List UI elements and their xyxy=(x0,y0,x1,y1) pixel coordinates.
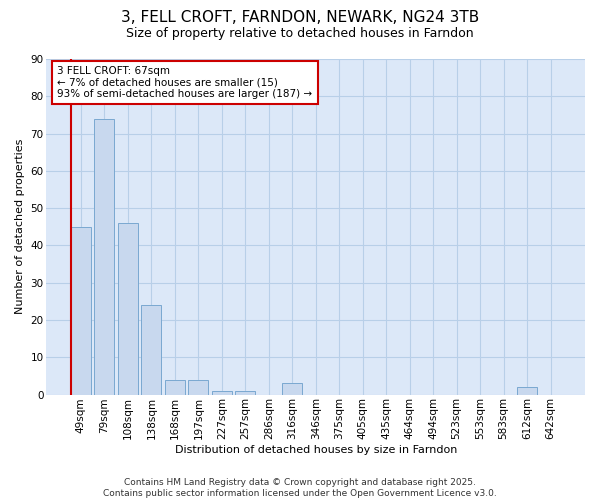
Bar xyxy=(71,227,91,394)
Bar xyxy=(94,118,115,394)
Text: 3 FELL CROFT: 67sqm
← 7% of detached houses are smaller (15)
93% of semi-detache: 3 FELL CROFT: 67sqm ← 7% of detached hou… xyxy=(57,66,313,99)
X-axis label: Distribution of detached houses by size in Farndon: Distribution of detached houses by size … xyxy=(175,445,457,455)
Bar xyxy=(118,223,138,394)
Bar xyxy=(188,380,208,394)
Y-axis label: Number of detached properties: Number of detached properties xyxy=(15,139,25,314)
Text: Size of property relative to detached houses in Farndon: Size of property relative to detached ho… xyxy=(126,28,474,40)
Bar xyxy=(517,387,537,394)
Bar xyxy=(165,380,185,394)
Bar xyxy=(142,305,161,394)
Bar xyxy=(212,391,232,394)
Bar xyxy=(235,391,255,394)
Bar xyxy=(282,384,302,394)
Text: 3, FELL CROFT, FARNDON, NEWARK, NG24 3TB: 3, FELL CROFT, FARNDON, NEWARK, NG24 3TB xyxy=(121,10,479,25)
Text: Contains HM Land Registry data © Crown copyright and database right 2025.
Contai: Contains HM Land Registry data © Crown c… xyxy=(103,478,497,498)
